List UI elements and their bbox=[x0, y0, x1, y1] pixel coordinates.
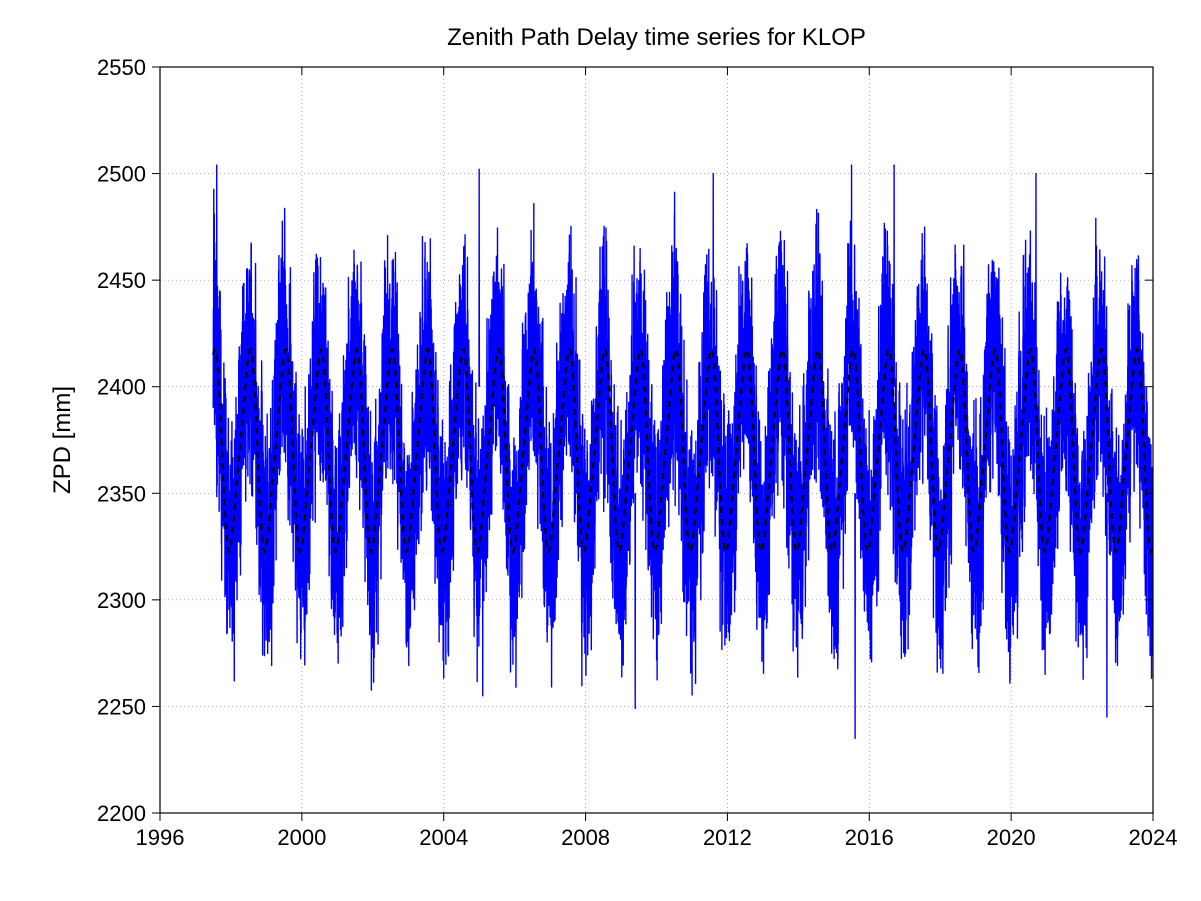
y-axis-label: ZPD [mm] bbox=[49, 386, 76, 494]
y-tick-label: 2500 bbox=[97, 162, 146, 187]
y-tick-label: 2550 bbox=[97, 55, 146, 80]
y-tick-label: 2450 bbox=[97, 268, 146, 293]
y-tick-label: 2400 bbox=[97, 375, 146, 400]
x-tick-label: 2016 bbox=[845, 825, 894, 850]
x-tick-label: 1996 bbox=[136, 825, 185, 850]
y-tick-label: 2200 bbox=[97, 801, 146, 826]
x-tick-label: 2000 bbox=[277, 825, 326, 850]
x-tick-label: 2024 bbox=[1129, 825, 1178, 850]
x-tick-label: 2020 bbox=[987, 825, 1036, 850]
x-tick-label: 2012 bbox=[703, 825, 752, 850]
y-tick-label: 2350 bbox=[97, 481, 146, 506]
chart-svg: 1996 2000 2004 2008 2012 2016 2020 2024 2200 2250… bbox=[0, 0, 1201, 901]
y-tick-label: 2300 bbox=[97, 588, 146, 613]
chart-title: Zenith Path Delay time series for KLOP bbox=[447, 24, 866, 51]
y-tick-label: 2250 bbox=[97, 694, 146, 719]
x-tick-label: 2004 bbox=[419, 825, 468, 850]
x-tick-label: 2008 bbox=[561, 825, 610, 850]
chart-container: 1996 2000 2004 2008 2012 2016 2020 2024 2200 2250… bbox=[0, 0, 1201, 901]
